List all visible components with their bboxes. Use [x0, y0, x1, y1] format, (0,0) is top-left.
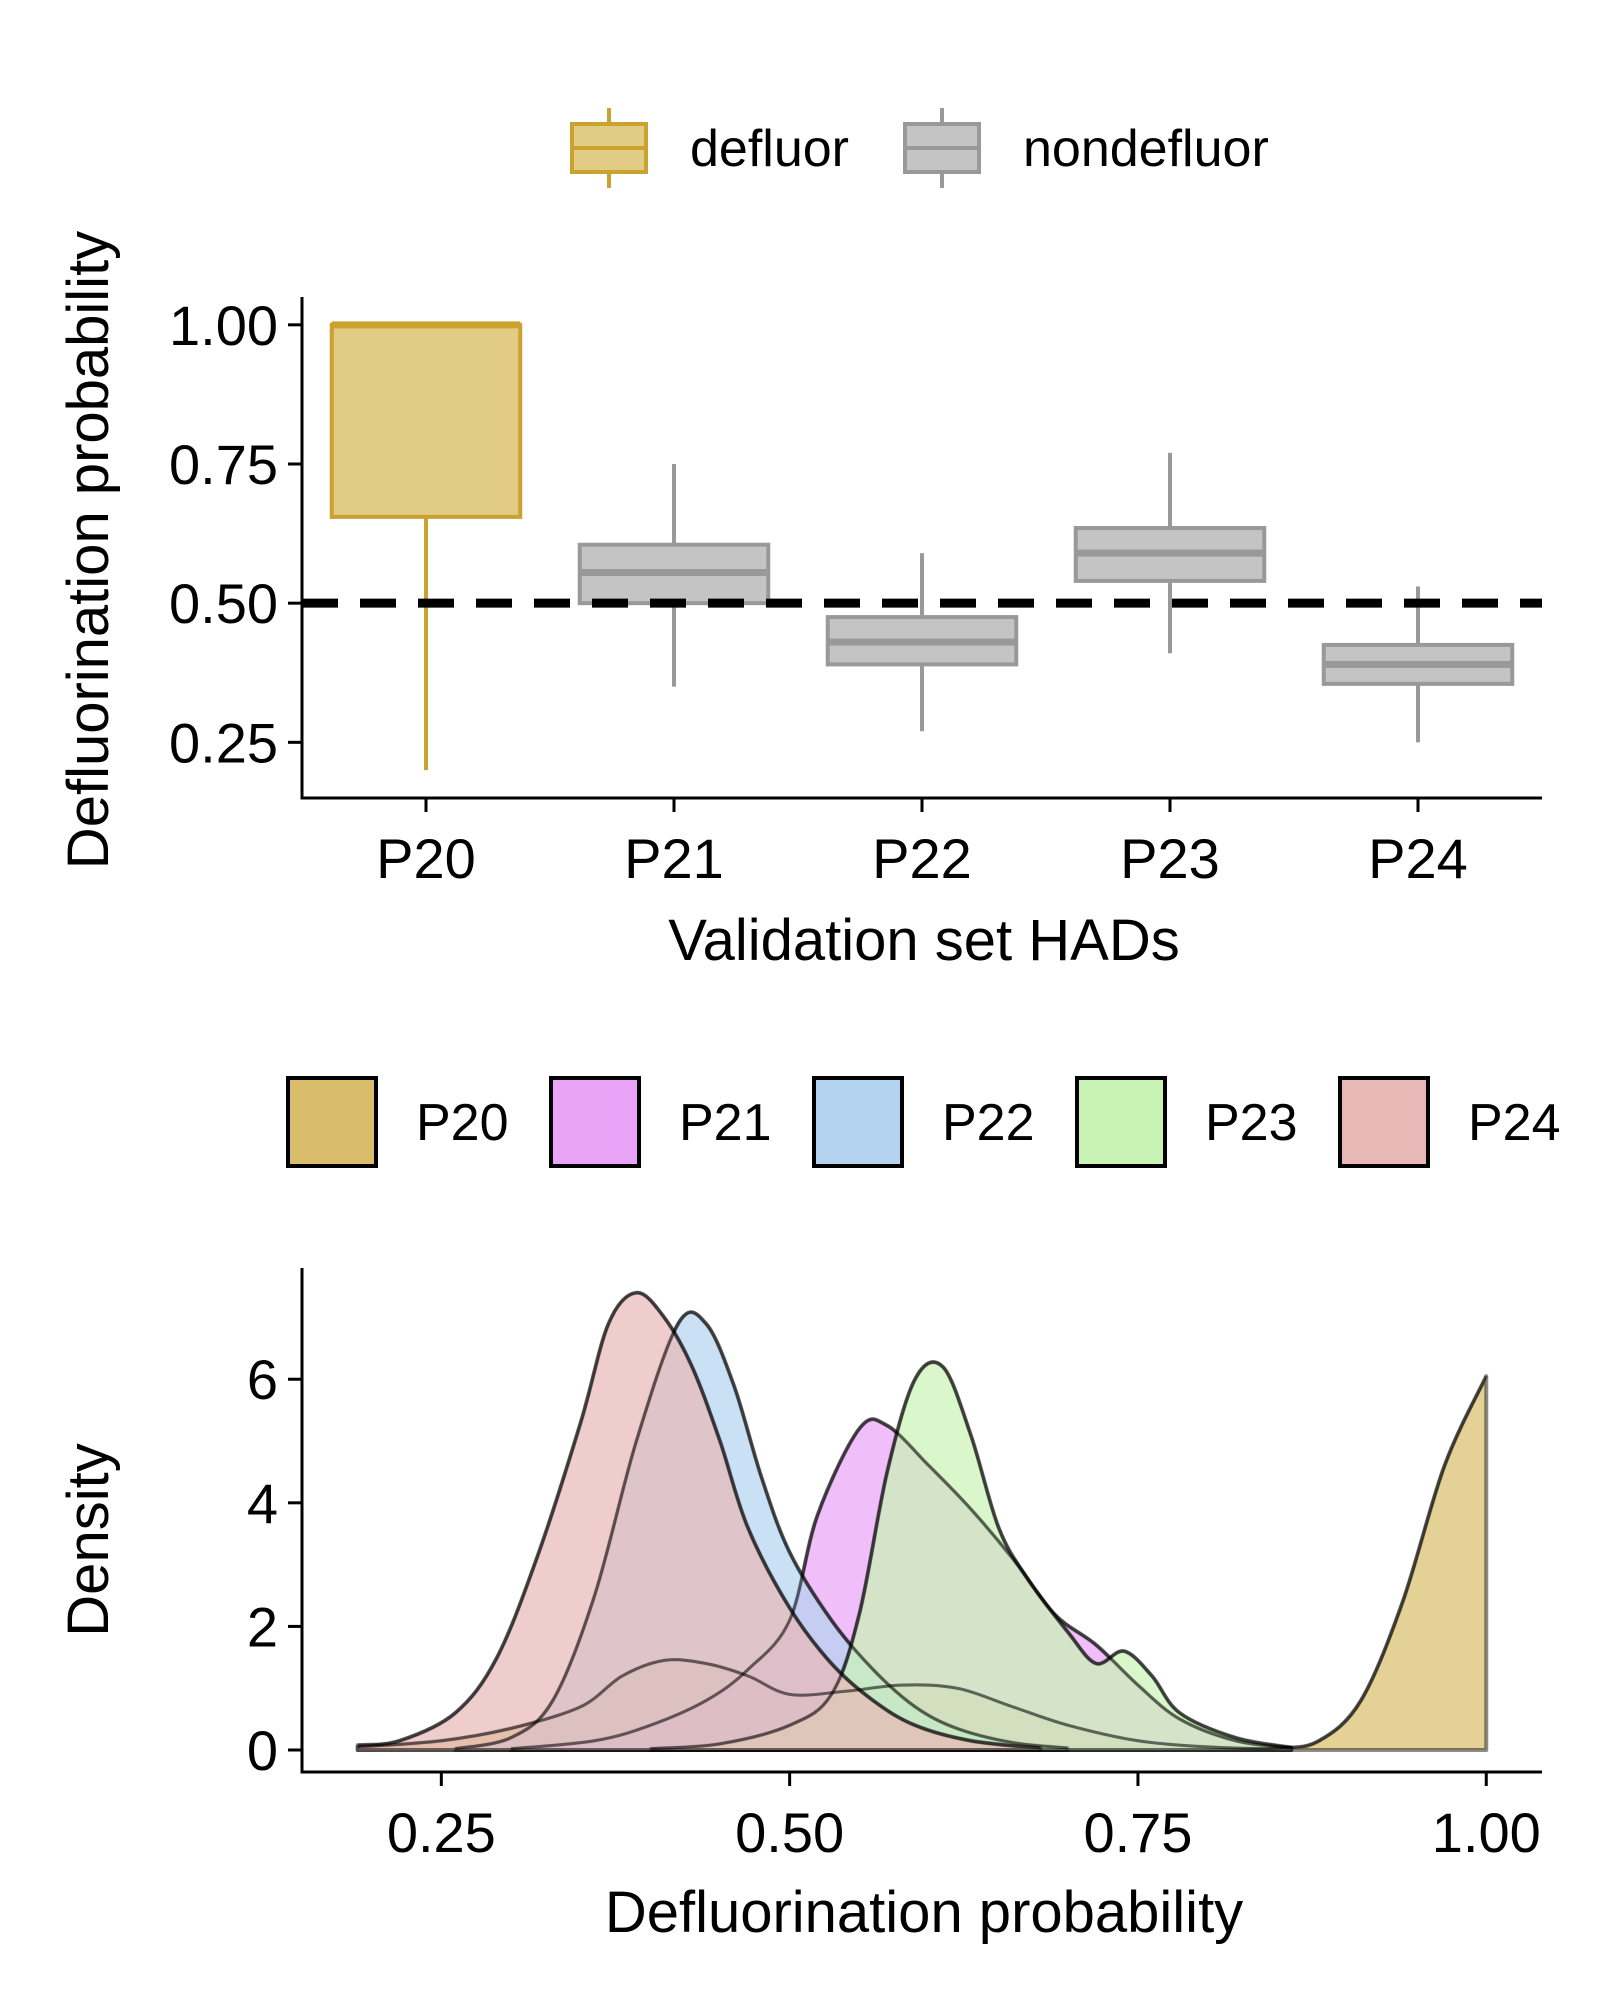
box-P20: [329, 322, 523, 519]
density-outline-P21: [510, 1417, 1292, 1751]
density-outline-P23: [650, 1360, 1292, 1751]
density-plot-panel: P20 P21 P22 P23 P24 0 2 4 6 0.25 0.50 0.75 1.00 De…: [56, 1076, 1561, 1945]
box-x-tick-label: P20: [376, 827, 476, 890]
box-x-tick-label: P21: [624, 827, 724, 890]
box-plot-panel: defluor nondefluor 0.250.500.751.00 P20 P2…: [56, 108, 1542, 973]
legend-label-defluor: defluor: [690, 120, 849, 178]
density-x-tick-label: 1.00: [1432, 1801, 1541, 1864]
legend-label-P20: P20: [416, 1094, 509, 1152]
density-plot-area: [355, 1290, 1489, 1752]
box-plot-area: [302, 321, 1542, 771]
density-outline-P22: [454, 1310, 1069, 1751]
density-x-axis-title: Defluorination probability: [605, 1880, 1243, 1945]
box-legend: defluor nondefluor: [570, 108, 1269, 188]
box-x-tick-label: P23: [1120, 827, 1220, 890]
density-x-tick-label: 0.25: [387, 1801, 496, 1864]
legend-key-P20: [286, 1076, 378, 1168]
legend-key-P23: [1075, 1076, 1167, 1168]
box-y-ticks: 0.25 0.50 0.75 1.00: [169, 294, 302, 774]
legend-label-nondefluor: nondefluor: [1023, 120, 1269, 178]
box-y-tick-label: 1.00: [169, 294, 278, 357]
density-y-tick-label: 6: [247, 1348, 278, 1411]
legend-label-P23: P23: [1205, 1094, 1298, 1152]
box-y-axis-title: Defluorination probability: [56, 231, 121, 869]
density-y-tick-label: 2: [247, 1595, 278, 1658]
box-x-ticks: P20 P21 P22 P23 P24: [376, 798, 1468, 890]
box-x-axis-title: Validation set HADs: [668, 908, 1180, 973]
density-y-ticks: 0 2 4 6: [247, 1348, 302, 1782]
box-y-tick-label: 0.75: [169, 433, 278, 496]
legend-label-P21: P21: [679, 1094, 772, 1152]
density-x-tick-label: 0.75: [1083, 1801, 1192, 1864]
density-y-tick-label: 4: [247, 1472, 278, 1535]
density-x-tick-label: 0.50: [735, 1801, 844, 1864]
density-outline-P24: [357, 1291, 1041, 1750]
box-x-tick-label: P24: [1368, 827, 1468, 890]
density-outline-P20: [357, 1375, 1488, 1751]
legend-key-P21: [549, 1076, 641, 1168]
legend-label-P24: P24: [1468, 1094, 1561, 1152]
density-legend: P20 P21 P22 P23 P24: [286, 1076, 1561, 1168]
box-x-tick-label: P22: [872, 827, 972, 890]
legend-key-P24: [1338, 1076, 1430, 1168]
box-y-tick-label: 0.25: [169, 711, 278, 774]
box-y-tick-label: 0.50: [169, 572, 278, 635]
legend-label-P22: P22: [942, 1094, 1035, 1152]
density-y-tick-label: 0: [247, 1719, 278, 1782]
density-x-ticks: 0.25 0.50 0.75 1.00: [387, 1772, 1541, 1864]
density-y-axis-title: Density: [56, 1443, 121, 1636]
legend-key-P22: [812, 1076, 904, 1168]
